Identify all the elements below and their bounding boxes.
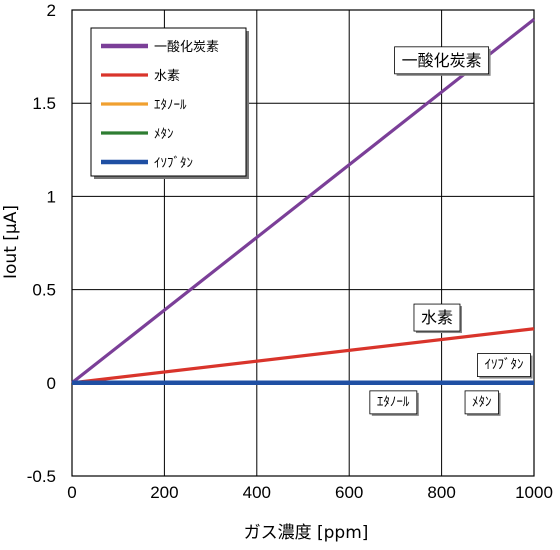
x-tick-label: 200 [150,483,178,502]
legend-label: 水素 [154,69,180,84]
x-tick-label: 0 [67,483,76,502]
x-tick-label: 400 [243,483,271,502]
annotation-box [464,390,499,415]
legend-label: ﾒﾀﾝ [154,127,174,142]
legend-box [90,27,247,177]
series-line-1 [71,18,535,385]
annotation-label: ﾒﾀﾝ [472,395,492,410]
annotation-label: ｴﾀﾉｰﾙ [377,395,410,410]
legend-label: ｲｿﾌﾞﾀﾝ [154,156,193,171]
annotation-label: 水素 [421,308,453,327]
annotation-label: ｲｿﾌﾞﾀﾝ [484,358,523,373]
annotation-box [477,353,531,377]
y-tick-label: 2 [47,1,56,20]
x-axis-label: ガス濃度 [ppm] [244,523,369,543]
tick-labels: 0 200 400 600 800 1000 -0.5 0 0.5 1 1.5 2 [27,1,553,502]
annotation-box [413,303,461,332]
legend-label: 一酸化炭素 [154,40,219,55]
x-tick-label: 800 [427,483,455,502]
y-axis-label: Iout [μA] [1,205,21,279]
series-line-2 [71,327,535,385]
x-tick-label: 1000 [515,483,553,502]
y-tick-label: 1 [47,187,56,206]
y-tick-label: -0.5 [27,467,56,486]
y-tick-label: 1.5 [32,94,56,113]
annotation-box [394,46,490,75]
annotation-box [369,390,418,415]
x-tick-label: 600 [335,483,363,502]
y-tick-label: 0.5 [32,281,56,300]
y-tick-label: 0 [47,374,56,393]
legend-label: ｴﾀﾉｰﾙ [154,98,187,113]
series-lines [71,18,535,386]
annotation-label: 一酸化炭素 [402,51,482,70]
